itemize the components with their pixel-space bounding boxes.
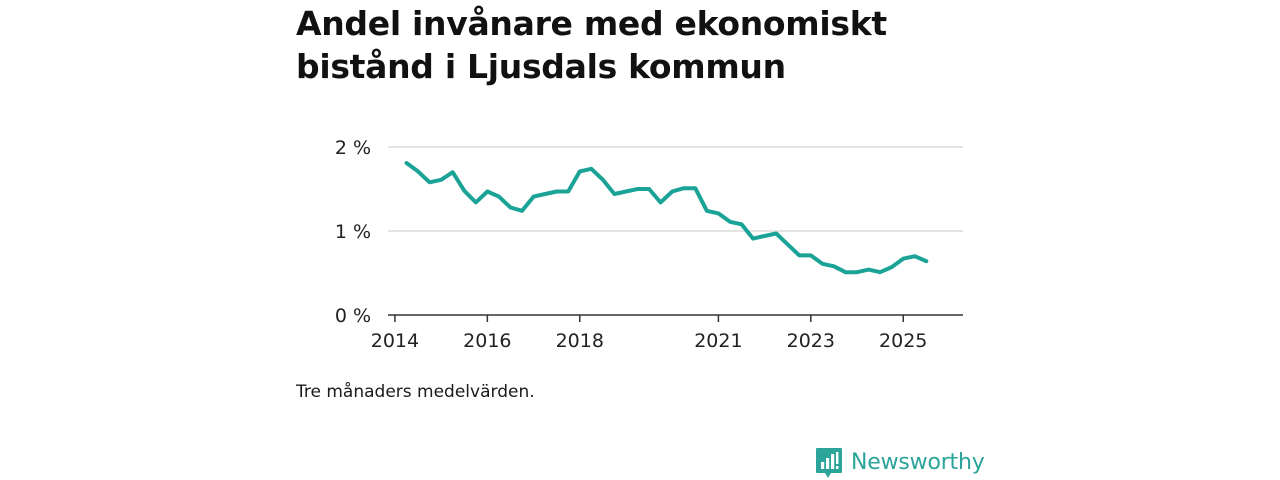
data-point-17 [601,178,605,182]
data-point-6 [474,200,478,204]
brand-name: Newsworthy [851,450,985,475]
data-point-28 [728,220,732,224]
data-point-41 [878,270,882,274]
data-point-22 [659,200,663,204]
data-point-30 [751,237,755,241]
data-point-4 [451,170,455,174]
data-point-20 [636,187,640,191]
data-point-27 [716,211,720,215]
x-axis-tick-labels: 2014 2016 2018 2021 2023 2025 [371,330,928,352]
data-point-7 [485,190,489,194]
data-point-38 [844,270,848,274]
x-tick-label-2: 2018 [556,330,604,352]
x-tick-label-5: 2025 [879,330,927,352]
y-tick-label-0: 0 % [335,305,371,327]
data-point-13 [555,190,559,194]
data-point-23 [670,190,674,194]
data-point-26 [705,209,709,213]
brand-mark: Newsworthy [815,447,985,479]
chart-title: Andel invånare med ekonomiskt bistånd i … [296,4,887,86]
data-point-45 [924,259,928,263]
y-tick-label-2: 2 % [335,137,371,159]
y-tick-label-1: 1 % [335,221,371,243]
data-point-39 [855,270,859,274]
chart-footnote: Tre månaders medelvärden. [296,382,535,402]
data-point-31 [763,234,767,238]
data-point-8 [497,195,501,199]
line-chart: 0 % 1 % 2 % 2014 2016 2018 2021 2023 2025 [335,137,963,352]
data-point-42 [890,265,894,269]
data-point-9 [509,206,513,210]
data-point-34 [797,253,801,257]
data-point-25 [693,186,697,190]
series [404,161,929,275]
data-point-3 [439,178,443,182]
data-point-5 [462,189,466,193]
data-point-29 [740,222,744,226]
data-point-15 [578,169,582,173]
gridlines [388,146,963,232]
y-axis-tick-labels: 0 % 1 % 2 % [335,137,371,327]
x-tick-label-3: 2021 [694,330,742,352]
series-line-0 [404,161,929,275]
data-point-36 [820,262,824,266]
data-point-10 [520,209,524,213]
x-tick-label-0: 2014 [371,330,419,352]
data-point-18 [612,192,616,196]
data-point-35 [809,253,813,257]
x-tick-label-1: 2016 [463,330,511,352]
data-point-40 [867,268,871,272]
x-tick-label-4: 2023 [787,330,835,352]
data-point-11 [532,195,536,199]
series-points-0 [405,161,929,274]
data-point-21 [647,187,651,191]
data-point-19 [624,190,628,194]
data-point-33 [786,242,790,246]
data-point-44 [913,254,917,258]
data-point-32 [774,232,778,236]
data-point-2 [428,180,432,184]
data-point-43 [901,257,905,261]
x-axis [388,314,963,322]
data-point-0 [405,161,409,165]
data-point-12 [543,192,547,196]
data-point-37 [832,264,836,268]
data-point-24 [682,186,686,190]
bar-chart-logo-icon [816,448,842,478]
chart-card: Andel invånare med ekonomiskt bistånd i … [296,0,986,480]
data-point-1 [416,169,420,173]
data-point-14 [566,190,570,194]
data-point-16 [589,167,593,171]
